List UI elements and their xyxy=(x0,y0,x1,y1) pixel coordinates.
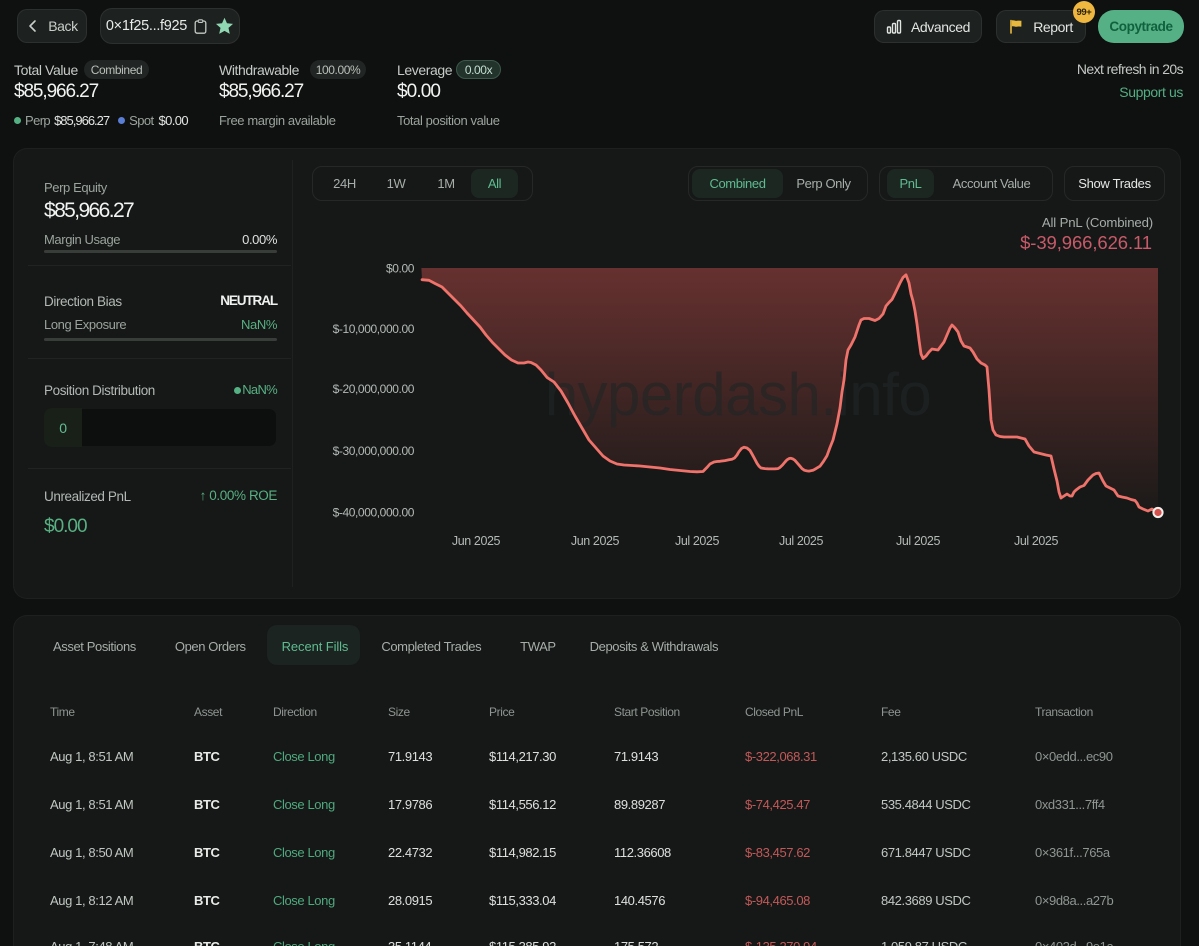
svg-text:hyperdash.info: hyperdash.info xyxy=(545,361,932,428)
svg-text:Jul 2025: Jul 2025 xyxy=(1014,534,1059,548)
svg-text:$0.00: $0.00 xyxy=(386,262,415,276)
svg-text:Jul 2025: Jul 2025 xyxy=(675,534,720,548)
svg-text:$-10,000,000.00: $-10,000,000.00 xyxy=(333,322,415,336)
svg-text:$-40,000,000.00: $-40,000,000.00 xyxy=(333,506,415,520)
svg-text:Jul 2025: Jul 2025 xyxy=(896,534,941,548)
svg-text:$-30,000,000.00: $-30,000,000.00 xyxy=(333,444,415,458)
svg-text:Jun 2025: Jun 2025 xyxy=(571,534,620,548)
svg-text:Jun 2025: Jun 2025 xyxy=(452,534,501,548)
svg-text:$-20,000,000.00: $-20,000,000.00 xyxy=(333,382,415,396)
svg-text:Jul 2025: Jul 2025 xyxy=(779,534,824,548)
